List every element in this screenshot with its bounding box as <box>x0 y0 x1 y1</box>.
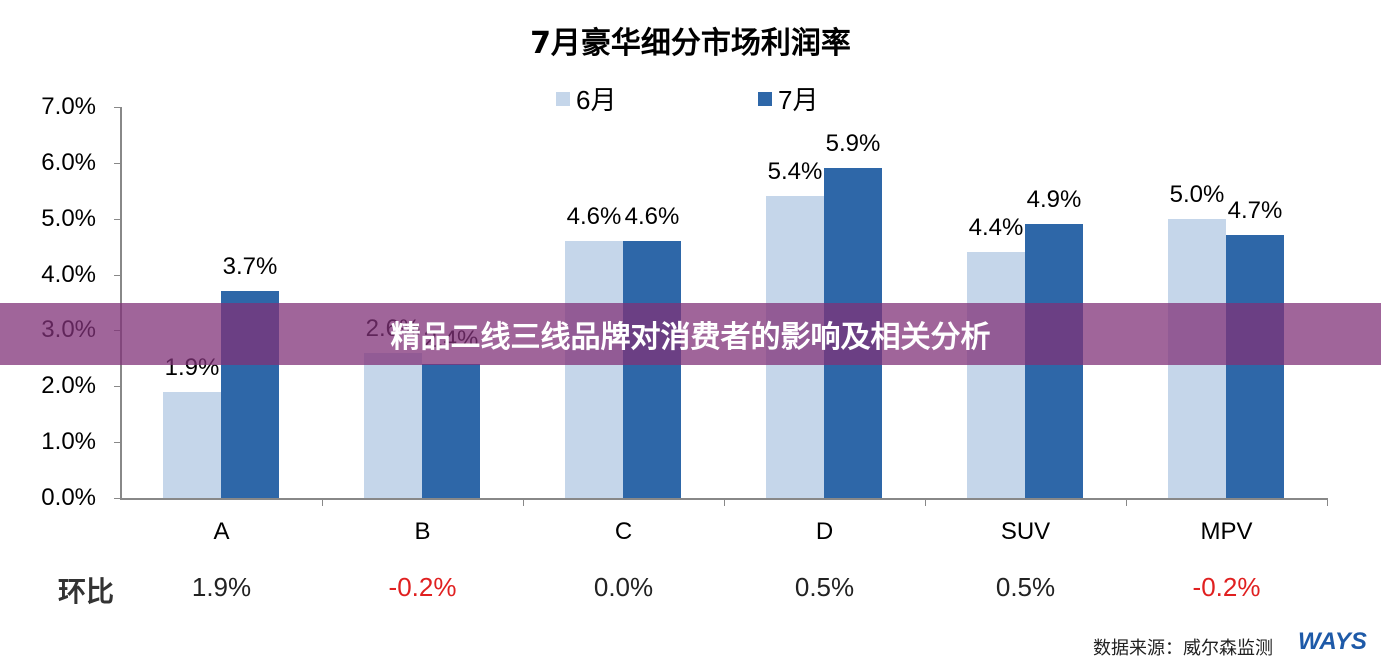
mom-row-label: 环比 <box>58 575 115 608</box>
category-label: B <box>414 518 431 545</box>
legend-swatch-july <box>758 91 772 106</box>
legend-item-june: 6月 <box>556 80 616 117</box>
mom-value: 0.5% <box>995 572 1056 602</box>
y-tick-label: 2.0% <box>41 372 96 400</box>
x-tick-mark <box>523 498 524 506</box>
y-tick-label: 1.0% <box>41 428 96 456</box>
x-axis-line <box>120 498 1327 500</box>
y-tick-label: 7.0% <box>41 93 96 120</box>
ways-logo: WAYS <box>1298 628 1367 655</box>
y-tick-mark <box>114 386 121 388</box>
bar-value-label: 4.9% <box>1026 186 1082 214</box>
category-label: C <box>614 518 633 545</box>
bar-value-label: 5.9% <box>825 130 881 158</box>
legend-label-june: 6月 <box>576 85 617 115</box>
y-tick-label: 6.0% <box>41 148 96 176</box>
y-tick-mark <box>114 107 121 108</box>
y-tick-mark <box>114 274 121 276</box>
y-tick-label: 4.0% <box>41 260 96 288</box>
overlay-banner: 精品二线三线品牌对消费者的影响及相关分析 <box>0 303 1381 365</box>
bar-value-label: 4.4% <box>968 214 1024 242</box>
legend-item-july: 7月 <box>758 80 818 117</box>
y-tick-mark <box>114 442 121 444</box>
x-tick-mark <box>1126 498 1127 506</box>
bar-june-b <box>364 352 422 498</box>
bar-value-label: 4.6% <box>566 203 622 231</box>
y-tick-label: 0.0% <box>41 484 96 512</box>
mom-value: 0.5% <box>794 572 855 602</box>
bar-july-c <box>623 241 681 498</box>
mom-value: -0.2% <box>1192 572 1261 602</box>
category-label: D <box>815 518 834 545</box>
bar-july-mpv <box>1226 235 1284 498</box>
x-tick-mark <box>724 498 725 506</box>
source-note: 数据来源：威尔森监测 <box>1093 638 1273 659</box>
mom-value: -0.2% <box>388 572 457 602</box>
bar-june-c <box>565 241 623 498</box>
x-tick-mark <box>1327 498 1328 506</box>
category-label: MPV <box>1200 518 1253 545</box>
bar-value-label: 5.4% <box>767 158 823 186</box>
mom-value: 1.9% <box>191 572 252 602</box>
x-tick-mark <box>322 498 323 506</box>
bar-june-a <box>163 391 221 498</box>
y-tick-mark <box>114 162 121 164</box>
bar-value-label: 4.7% <box>1227 197 1283 225</box>
legend-swatch-june <box>556 91 570 106</box>
bar-value-label: 5.0% <box>1169 180 1225 208</box>
banner-text: 精品二线三线品牌对消费者的影响及相关分析 <box>390 320 991 355</box>
category-label: A <box>213 518 230 545</box>
x-tick-mark <box>925 498 926 506</box>
chart-title: 7月豪华细分市场利润率 <box>530 26 851 61</box>
mom-value: 0.0% <box>593 572 654 602</box>
legend-label-july: 7月 <box>778 85 819 115</box>
bar-june-suv <box>967 252 1025 498</box>
y-tick-mark <box>114 218 121 220</box>
bar-value-label: 3.7% <box>222 253 278 281</box>
y-tick-mark <box>114 498 121 500</box>
category-label: SUV <box>1000 518 1051 545</box>
bar-value-label: 4.6% <box>624 203 680 231</box>
y-tick-label: 5.0% <box>41 204 96 232</box>
bar-july-b <box>422 363 480 498</box>
